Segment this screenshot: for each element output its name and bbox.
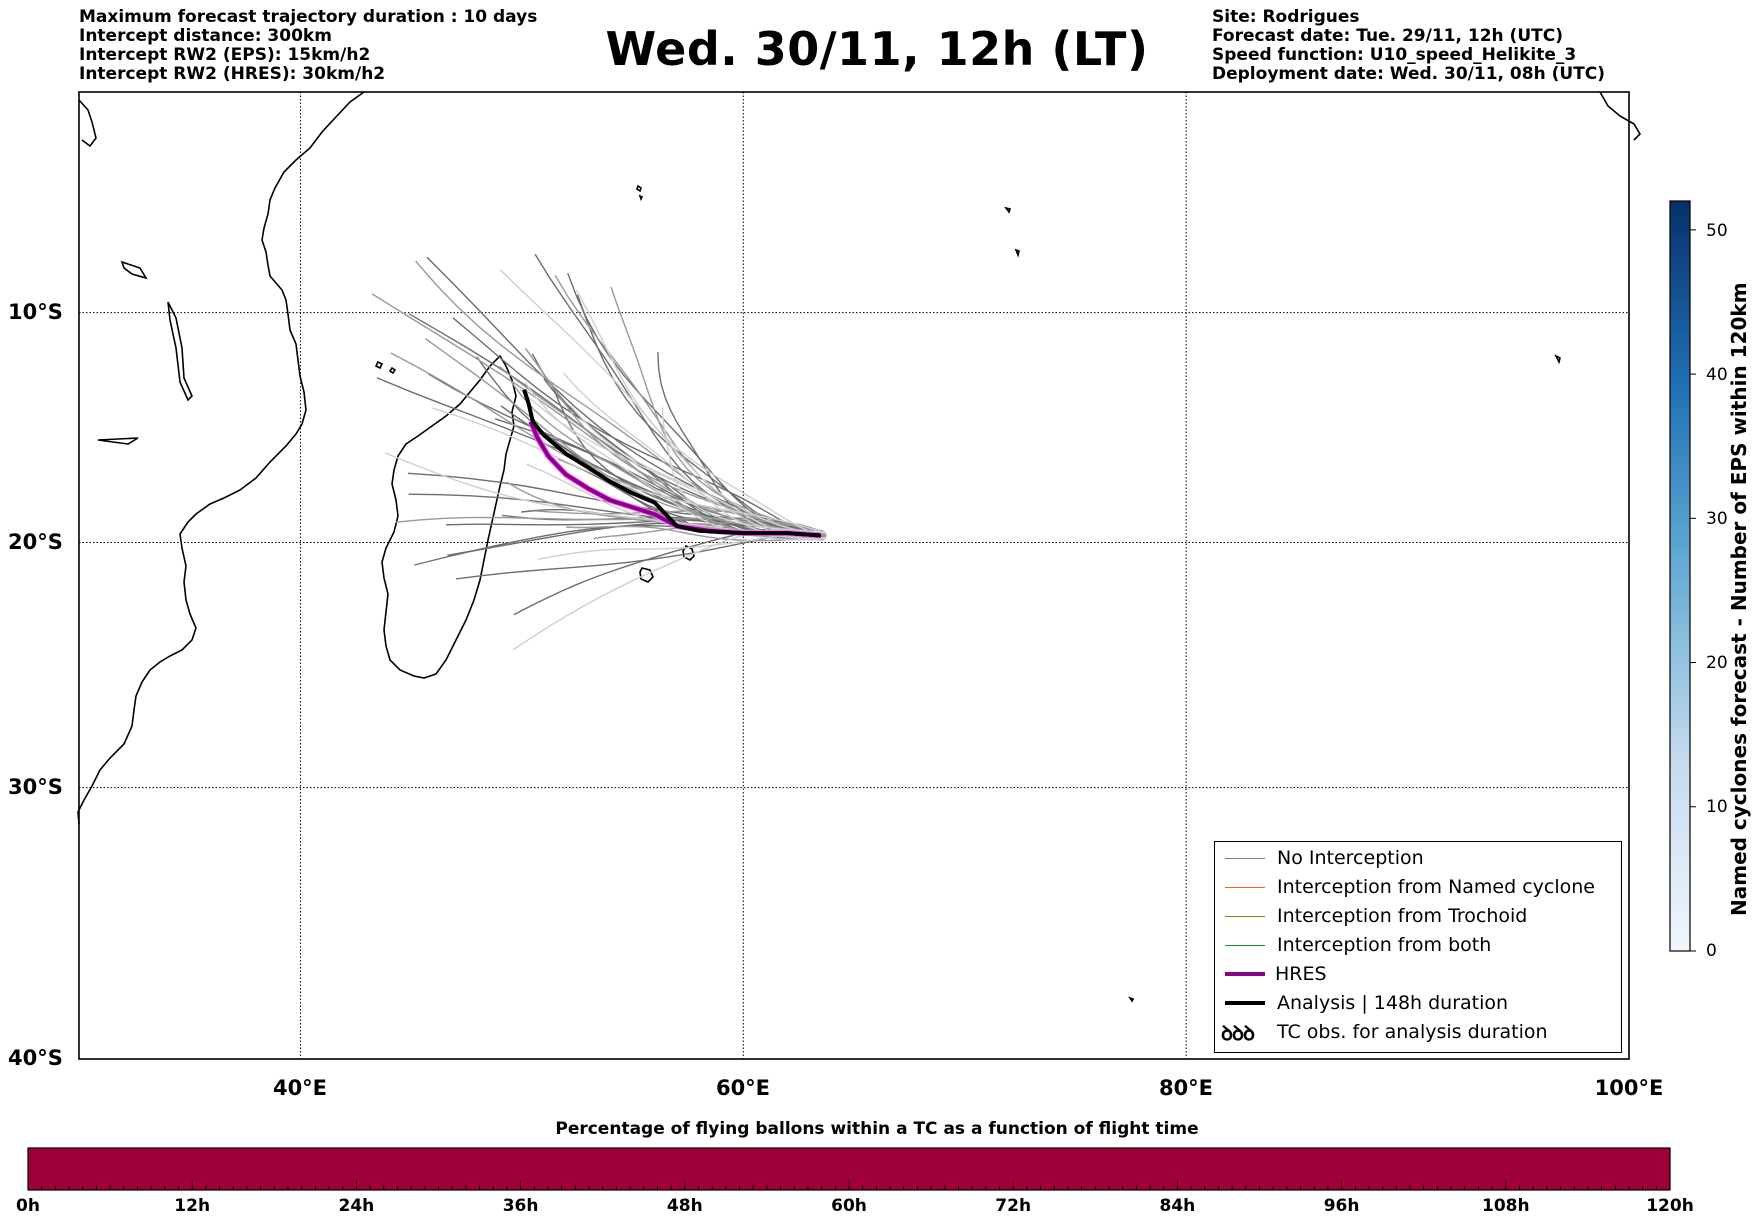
legend-item: Interception from Named cyclone (1215, 874, 1621, 900)
header-left-line: Intercept RW2 (EPS): 15km/h2 (79, 45, 371, 65)
header-left-line: Intercept RW2 (HRES): 30km/h2 (79, 64, 386, 84)
bottom-bar-tick-label: 60h (831, 1196, 867, 1216)
colorbar-tick-label: 10 (1706, 797, 1728, 817)
lake-outline (167, 301, 193, 402)
colorbar-tick-label: 0 (1706, 941, 1717, 961)
legend-swatch (1225, 887, 1265, 888)
lake-outline (120, 260, 148, 280)
seychelles-island (638, 194, 644, 202)
eps-trajectory (395, 516, 818, 533)
bottom-bar-ticks (27, 1180, 1671, 1190)
eps-trajectory (566, 525, 827, 542)
lon-label: 60°E (715, 1076, 771, 1100)
colorbar-gradient (1669, 200, 1691, 952)
colorbar-ticks (1690, 229, 1696, 952)
amsterdam-island (1128, 996, 1135, 1003)
bottom-bar-tick-label: 48h (666, 1196, 703, 1216)
legend-label: HRES (1275, 963, 1327, 985)
bottom-bar-tick-label: 36h (502, 1196, 539, 1216)
eps-trajectory (575, 289, 816, 535)
bottom-bar-tick-label: 12h (174, 1196, 211, 1216)
legend-label: Interception from Named cyclone (1277, 876, 1595, 898)
header-left-line: Maximum forecast trajectory duration : 1… (79, 7, 538, 27)
bottom-bar-tick-label: 120h (1646, 1196, 1694, 1216)
lat-label: 30°S (8, 775, 63, 799)
chagos-island (1004, 206, 1012, 214)
legend-swatch (1225, 945, 1265, 946)
lat-label: 10°S (8, 300, 63, 324)
lon-label: 100°E (1594, 1076, 1664, 1100)
header-left-line: Intercept distance: 300km (79, 26, 332, 46)
lake-outline (97, 437, 139, 445)
legend-label: Analysis | 148h duration (1277, 992, 1509, 1014)
legend-label: Interception from both (1277, 934, 1492, 956)
legend-item: Interception from both (1215, 932, 1621, 958)
header-right-line: Site: Rodrigues (1212, 7, 1360, 27)
analysis-track (522, 388, 821, 538)
reunion-island (639, 567, 654, 583)
header-right: Site: Rodrigues Forecast date: Tue. 29/1… (1212, 8, 1605, 84)
comoros-island (388, 366, 397, 375)
legend-item: Analysis | 148h duration (1215, 990, 1621, 1016)
eps-trajectory (499, 269, 826, 534)
bottom-bar-tick-label: 0h (16, 1196, 40, 1216)
eps-trajectory (661, 407, 825, 533)
lon-label: 80°E (1158, 1076, 1214, 1100)
colorbar-tick-label: 40 (1706, 365, 1728, 385)
header-right-line: Forecast date: Tue. 29/11, 12h (UTC) (1212, 26, 1563, 46)
mauritius-island (682, 544, 695, 561)
indonesia-coastline (1599, 91, 1642, 141)
bottom-bar-title: Percentage of flying ballons within a TC… (555, 1119, 1199, 1139)
comoros-island (374, 360, 384, 370)
eps-trajectory (432, 407, 820, 532)
chagos-island (1014, 248, 1020, 258)
map-legend: No Interception Interception from Named … (1214, 841, 1622, 1053)
map-frame (78, 91, 1630, 1060)
legend-item: HRES (1215, 961, 1621, 987)
legend-swatch (1225, 972, 1265, 976)
legend-label: TC obs. for analysis duration (1277, 1021, 1548, 1043)
map-grid (79, 92, 1629, 1059)
colorbar-tick-label: 20 (1706, 653, 1728, 673)
eps-trajectory (524, 382, 825, 541)
bottom-bar-tick-label: 96h (1323, 1196, 1360, 1216)
bottom-bar-tick-label: 72h (995, 1196, 1032, 1216)
colorbar-tick-label: 30 (1706, 509, 1728, 529)
colorbar-tick-label: 50 (1706, 221, 1728, 241)
legend-swatch (1225, 858, 1265, 859)
cocos-island (1554, 354, 1561, 365)
legend-item: ꝺꝺꝺ TC obs. for analysis duration (1215, 1019, 1621, 1045)
lon-label: 40°E (272, 1076, 328, 1100)
legend-item: Interception from Trochoid (1215, 903, 1621, 929)
main-trajectories (522, 388, 822, 539)
lat-label: 40°S (8, 1046, 63, 1070)
header-right-line: Speed function: U10_speed_Helikite_3 (1212, 45, 1577, 65)
horn-coastline (78, 99, 97, 148)
cyclone-symbol-icon: ꝺꝺꝺ (1221, 1021, 1255, 1045)
bottom-bar-tick-label: 24h (338, 1196, 375, 1216)
madagascar-coastline (381, 354, 517, 679)
legend-label: No Interception (1277, 847, 1424, 869)
header-right-line: Deployment date: Wed. 30/11, 08h (UTC) (1212, 64, 1606, 84)
legend-swatch (1225, 1001, 1265, 1005)
legend-label: Interception from Trochoid (1277, 905, 1528, 927)
legend-swatch (1225, 916, 1265, 917)
lat-label: 20°S (8, 530, 63, 554)
map-title: Wed. 30/11, 12h (LT) (605, 22, 1149, 76)
coastline (77, 91, 1642, 1003)
africa-coastline (77, 91, 365, 825)
legend-item: No Interception (1215, 845, 1621, 871)
bottom-bar-tick-label: 108h (1482, 1196, 1530, 1216)
seychelles-island (636, 184, 642, 193)
header-left: Maximum forecast trajectory duration : 1… (79, 8, 537, 84)
bottom-bar-tick-label: 84h (1159, 1196, 1196, 1216)
